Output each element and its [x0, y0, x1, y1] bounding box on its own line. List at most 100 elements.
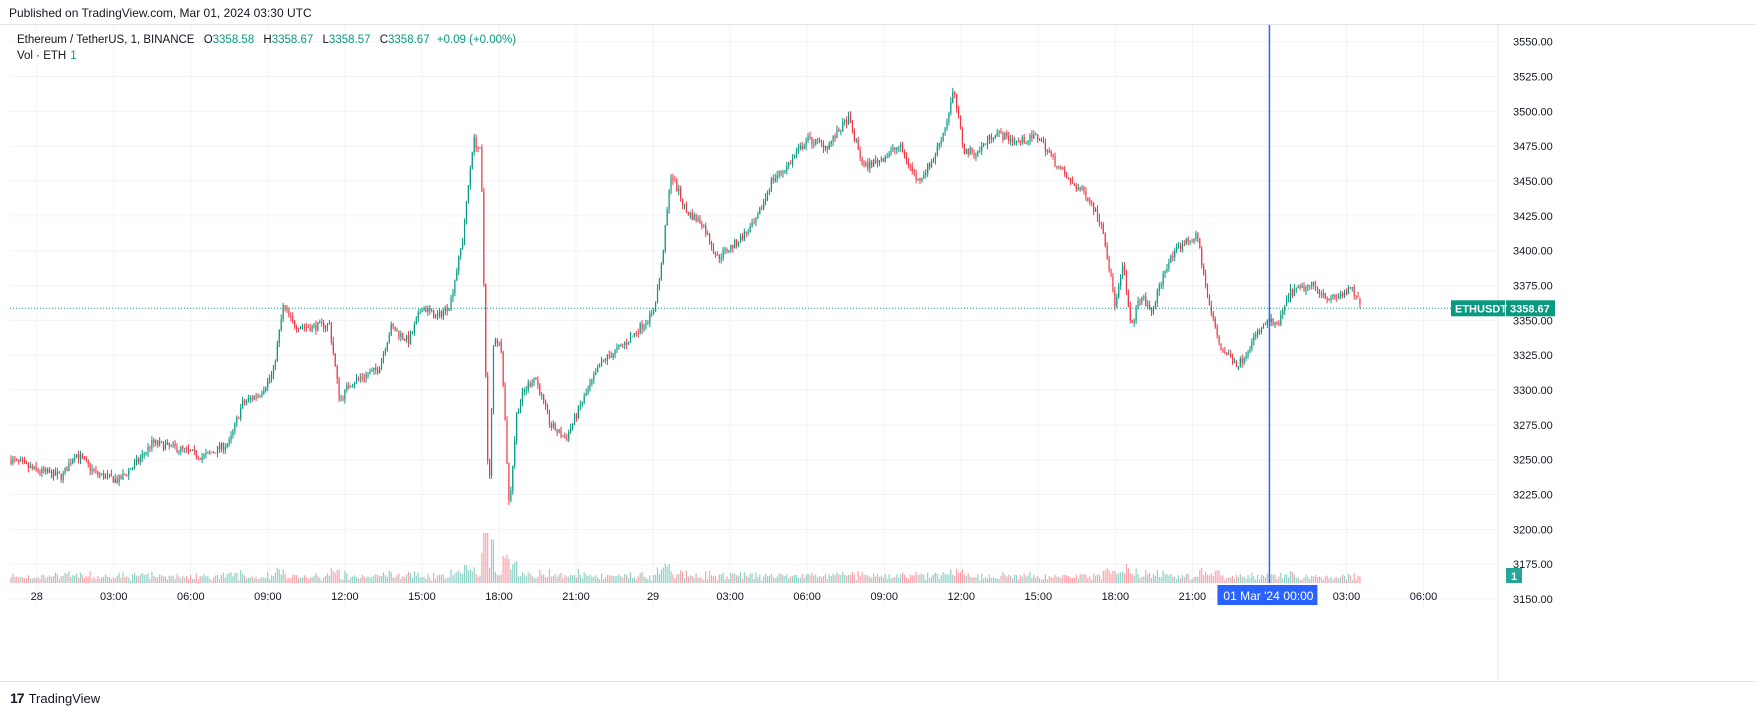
- crosshair-time: 00:00: [1283, 589, 1313, 603]
- candle-body: [1347, 287, 1349, 294]
- volume-bar: [60, 576, 62, 583]
- candle-body: [1243, 358, 1245, 363]
- candle-body: [1048, 150, 1050, 153]
- candle-body: [1135, 308, 1137, 321]
- volume-bar: [288, 577, 290, 583]
- volume-bar: [394, 577, 396, 583]
- candle-body: [514, 440, 516, 466]
- volume-bar: [413, 571, 415, 583]
- volume-bar: [483, 533, 485, 583]
- footer-brand[interactable]: 17 TradingView: [10, 690, 100, 706]
- candle-body: [139, 457, 141, 463]
- candle-body: [876, 160, 879, 164]
- candle-body: [878, 160, 881, 164]
- candle-body: [473, 137, 475, 153]
- volume-bar: [311, 576, 313, 583]
- candle-body: [560, 429, 562, 437]
- candle-body: [255, 395, 257, 397]
- volume-bar: [930, 576, 933, 583]
- volume-bar: [817, 577, 819, 583]
- volume-bar: [1069, 577, 1072, 583]
- candle-body: [983, 143, 985, 147]
- candle-body: [903, 152, 906, 155]
- volume-bar: [1164, 574, 1166, 583]
- price-axis: 3150.00 3175.00 3200.00 3225.00 3250.00 3275.…: [1513, 37, 1553, 606]
- candle-body: [647, 322, 649, 324]
- candle-body: [799, 145, 801, 149]
- candle-body: [577, 406, 579, 418]
- volume-label[interactable]: Vol · ETH: [17, 50, 67, 62]
- volume-bar: [668, 564, 670, 583]
- candle-body: [836, 129, 838, 139]
- candle-body: [203, 455, 205, 457]
- candle-body: [573, 415, 576, 424]
- candle-body: [361, 377, 363, 379]
- symbol-title[interactable]: Ethereum / TetherUS, 1, BINANCE: [17, 34, 195, 46]
- candle-body: [927, 163, 929, 173]
- volume-bar: [510, 569, 512, 583]
- volume-bar: [747, 577, 749, 583]
- candle-body: [1316, 286, 1319, 290]
- volume-bar: [463, 565, 466, 583]
- candle-body: [417, 312, 419, 319]
- candle-body: [120, 476, 122, 480]
- volume-bar: [944, 573, 946, 583]
- candle-body: [761, 208, 763, 210]
- candle-body: [795, 152, 798, 156]
- candle-body: [525, 389, 527, 391]
- candle-body: [353, 382, 356, 385]
- candle-body: [1029, 134, 1031, 141]
- candle-body: [1259, 330, 1261, 332]
- candle-body: [483, 191, 485, 284]
- candle-body: [1220, 343, 1222, 351]
- candle-body: [334, 353, 336, 367]
- candle-body: [64, 468, 66, 474]
- volume-bar: [622, 577, 624, 583]
- volume-bar: [1204, 571, 1207, 583]
- volume-bar: [267, 572, 269, 583]
- candle-body: [187, 448, 190, 451]
- volume-bar: [97, 575, 99, 583]
- volume-bar: [1289, 571, 1292, 583]
- candle-body: [861, 157, 863, 164]
- volume-bar: [925, 579, 927, 583]
- volume-bar: [228, 573, 230, 583]
- candle-body: [707, 233, 709, 235]
- candle-body: [1137, 301, 1139, 309]
- candle-body: [764, 197, 767, 202]
- volume-bar: [166, 579, 168, 583]
- candle-body: [822, 142, 825, 149]
- candle-body: [348, 385, 350, 388]
- candle-body: [45, 469, 47, 472]
- volume-bar: [56, 573, 58, 583]
- volume-bar: [905, 577, 908, 583]
- candle-body: [857, 139, 859, 150]
- candle-body: [774, 178, 776, 182]
- volume-bar: [490, 539, 493, 583]
- candle-body: [950, 102, 952, 114]
- candle-body: [209, 452, 211, 453]
- volume-bar: [624, 573, 626, 583]
- volume-bar: [915, 571, 917, 583]
- candle-body: [1131, 320, 1133, 323]
- volume-bar: [110, 578, 112, 583]
- candle-body: [419, 312, 421, 313]
- volume-bar: [29, 578, 31, 583]
- volume-bar: [548, 568, 551, 583]
- volume-bar: [467, 570, 469, 583]
- candle-body: [838, 129, 840, 132]
- volume-bar: [718, 574, 720, 583]
- candle-body: [475, 137, 477, 148]
- candle-body: [324, 326, 327, 329]
- volume-bar: [1338, 578, 1340, 583]
- candle-body: [340, 398, 342, 400]
- volume-bar: [838, 574, 840, 583]
- volume-bar: [214, 575, 217, 583]
- candle-body: [944, 129, 946, 133]
- volume-bar: [504, 558, 506, 583]
- volume-bar: [753, 578, 755, 583]
- volume-bar: [693, 577, 695, 583]
- volume-bar: [62, 575, 64, 583]
- volume-bar: [375, 574, 377, 583]
